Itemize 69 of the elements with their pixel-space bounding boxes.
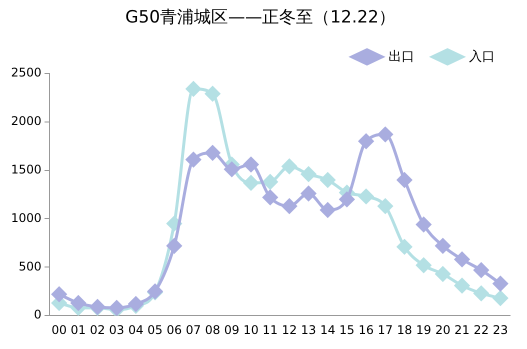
x-tick-label: 18 [396, 322, 412, 337]
point [282, 158, 297, 174]
point [435, 266, 450, 282]
point [70, 296, 86, 311]
point [243, 156, 258, 172]
y-tick-label: 0 [34, 308, 42, 322]
x-tick-label: 14 [320, 322, 336, 337]
x-tick-label: 13 [300, 322, 316, 337]
point [378, 126, 393, 142]
point [205, 145, 220, 160]
point [224, 162, 240, 177]
y-tick-label: 2000 [10, 114, 42, 128]
point [320, 202, 336, 218]
legend-label: 出口 [388, 49, 414, 64]
point [243, 175, 258, 190]
x-tick-label: 12 [282, 322, 298, 337]
point [474, 262, 489, 278]
chart-title: G50青浦城区——正冬至（12.22） [125, 8, 396, 28]
point [301, 186, 316, 202]
point [378, 198, 393, 214]
x-tick-label: 04 [128, 322, 144, 337]
point [416, 217, 432, 232]
y-tick-label: 2500 [10, 66, 42, 80]
legend-label: 入口 [469, 49, 495, 64]
x-tick-label: 21 [454, 322, 470, 337]
point [454, 278, 470, 294]
point [492, 276, 508, 292]
point [262, 174, 278, 190]
x-tick-label: 09 [224, 322, 240, 337]
point [435, 238, 450, 254]
x-tick-label: 23 [492, 322, 508, 337]
point [492, 290, 508, 306]
x-tick-label: 16 [358, 322, 374, 337]
x-tick-label: 02 [90, 322, 106, 337]
x-tick-label: 07 [186, 322, 202, 337]
x-tick-label: 20 [435, 322, 450, 337]
point [474, 286, 489, 301]
point [301, 166, 316, 182]
point [396, 239, 412, 254]
x-tick-label: 06 [166, 322, 182, 337]
point [396, 172, 412, 188]
x-tick-label: 03 [109, 322, 124, 337]
point [128, 296, 144, 312]
x-tick-label: 11 [262, 322, 278, 337]
point [358, 134, 374, 149]
x-tick-label: 19 [416, 322, 432, 337]
point [186, 81, 201, 96]
point [320, 172, 336, 188]
point [166, 238, 182, 254]
point [205, 86, 220, 102]
point [52, 286, 67, 302]
point [416, 258, 432, 273]
x-tick-label: 15 [339, 322, 355, 337]
y-tick-label: 500 [18, 259, 42, 274]
point [186, 152, 201, 168]
point [262, 190, 278, 205]
point [282, 198, 297, 214]
y-tick-label: 1000 [10, 210, 42, 225]
x-tick-label: 17 [378, 322, 393, 337]
x-tick-label: 05 [147, 322, 163, 337]
point [339, 192, 354, 207]
point [454, 252, 470, 267]
x-tick-label: 22 [474, 322, 489, 337]
point [358, 188, 374, 204]
x-tick-label: 10 [243, 322, 259, 337]
x-tick-label: 00 [51, 322, 67, 337]
x-tick-label: 08 [204, 322, 220, 337]
x-tick-label: 01 [70, 322, 86, 337]
y-tick-label: 1500 [10, 162, 42, 176]
